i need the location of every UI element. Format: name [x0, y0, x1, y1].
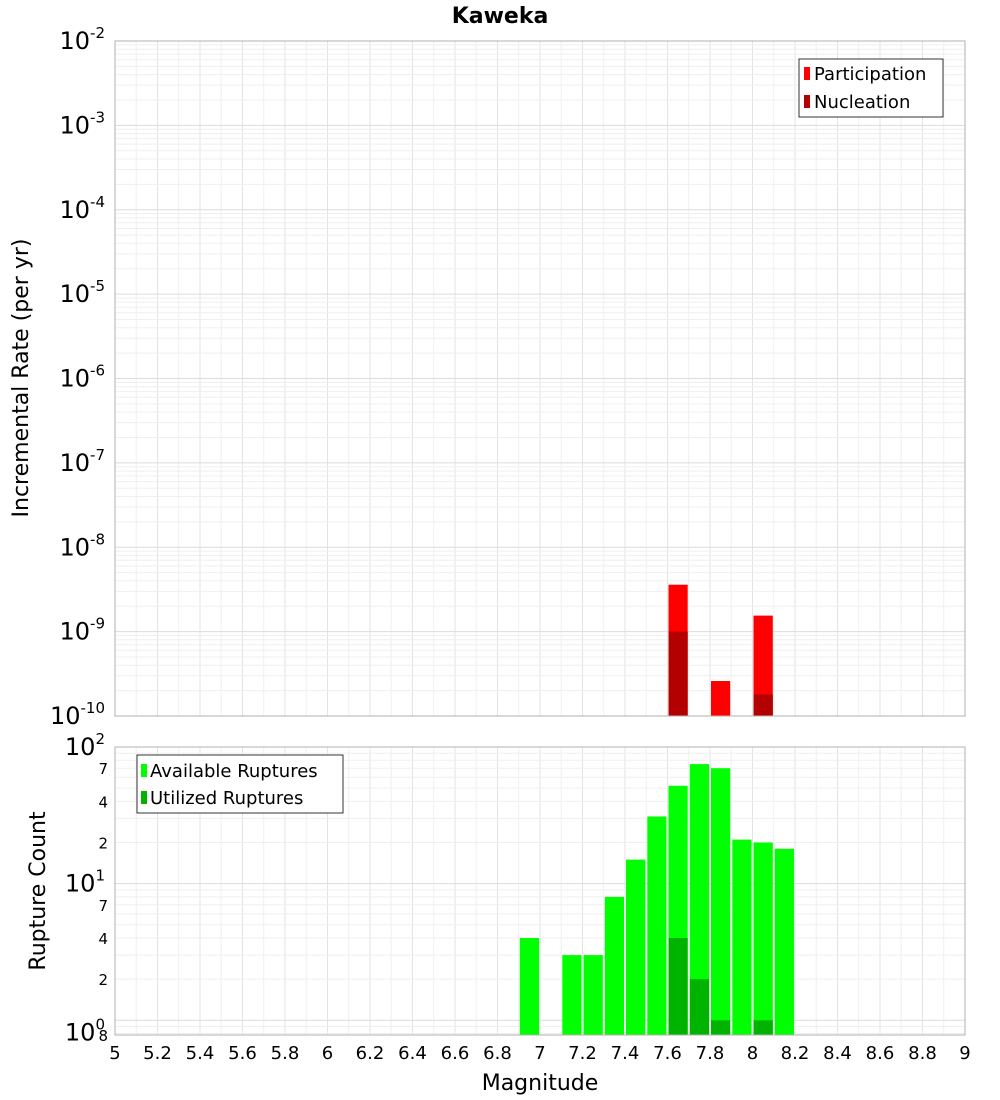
- x-tick-label: 7.8: [696, 1043, 725, 1064]
- x-tick-label: 7: [534, 1043, 545, 1064]
- bottom-y-axis-title: Rupture Count: [26, 811, 51, 971]
- x-tick-label: 8: [747, 1043, 758, 1064]
- available-legend-swatch: [141, 764, 147, 777]
- available-ruptures-bar: [689, 764, 710, 1035]
- bottom-y-minor-tick-label: 7: [98, 897, 108, 915]
- utilized-ruptures-bar: [753, 1020, 773, 1035]
- x-tick-label: 5: [109, 1043, 120, 1064]
- bottom-y-minor-tick-label: 2: [98, 971, 108, 989]
- participation-legend-swatch: [804, 67, 810, 80]
- utilized-ruptures-bar: [711, 1020, 731, 1035]
- x-tick-label: 6.8: [483, 1043, 512, 1064]
- available-ruptures-bar: [774, 848, 794, 1035]
- top-plot-bars: [668, 584, 773, 716]
- x-tick-label: 8.8: [908, 1043, 937, 1064]
- top-legend: Participation Nucleation: [798, 58, 944, 118]
- available-ruptures-bar: [562, 955, 582, 1035]
- x-tick-label: 7.6: [653, 1043, 682, 1064]
- available-legend-label: Available Ruptures: [150, 761, 318, 782]
- bottom-y-minor-tick-label: 2: [98, 835, 108, 853]
- top-y-tick-label: 10-8: [59, 530, 105, 561]
- utilized-legend-swatch: [141, 791, 147, 804]
- top-y-tick-label: 10-10: [50, 699, 105, 730]
- x-tick-label: 6.6: [441, 1043, 470, 1064]
- participation-bar: [711, 681, 731, 716]
- bottom-y-tick-label: 102: [65, 730, 105, 761]
- x-tick-label: 7.4: [611, 1043, 640, 1064]
- bottom-y-minor-tick-label: 4: [98, 930, 108, 948]
- participation-legend-label: Participation: [814, 64, 926, 85]
- available-ruptures-bar: [519, 938, 540, 1035]
- utilized-legend-label: Utilized Ruptures: [150, 788, 303, 809]
- bottom-plot-bars: [519, 764, 794, 1035]
- bottom-y-minor-tick-label: 8: [98, 1027, 108, 1045]
- x-tick-label: 6.4: [398, 1043, 427, 1064]
- top-y-tick-label: 10-4: [59, 193, 105, 224]
- top-y-axis-ticks: 10-2 10-3 10-4 10-5 10-6 10-7 10-8 10-9 10-10: [50, 24, 105, 730]
- x-tick-label: 8.6: [866, 1043, 895, 1064]
- bottom-legend: Available Ruptures Utilized Ruptures: [136, 754, 344, 814]
- top-y-tick-label: 10-9: [59, 615, 105, 646]
- bottom-legend-box: [136, 754, 344, 814]
- participation-bar: [753, 615, 773, 716]
- nucleation-legend-swatch: [804, 95, 810, 108]
- available-ruptures-bar: [711, 768, 731, 1035]
- top-y-tick-label: 10-5: [59, 277, 105, 308]
- x-tick-label: 5.4: [186, 1043, 215, 1064]
- utilized-ruptures-bar: [689, 979, 710, 1035]
- available-ruptures-bar: [583, 955, 603, 1035]
- bottom-plot-frame: [114, 746, 966, 1036]
- top-y-tick-label: 10-2: [59, 24, 105, 55]
- top-y-tick-label: 10-7: [59, 446, 105, 477]
- nucleation-legend-label: Nucleation: [814, 92, 910, 113]
- utilized-ruptures-bar: [668, 938, 688, 1035]
- top-plot-frame: [114, 40, 966, 717]
- bottom-y-axis-ticks: 102 101 100 7 4 2 7 4 2 8: [65, 730, 108, 1046]
- nucleation-bar: [753, 694, 773, 716]
- x-tick-label: 6: [322, 1043, 333, 1064]
- bottom-y-tick-label: 100: [65, 1015, 105, 1046]
- chart-title: Kaweka: [452, 4, 549, 29]
- top-legend-box: [798, 58, 944, 118]
- top-y-tick-label: 10-6: [59, 362, 105, 393]
- x-tick-label: 9: [959, 1043, 970, 1064]
- bottom-plot-grid: [114, 747, 966, 1035]
- available-ruptures-bar: [604, 896, 624, 1035]
- x-tick-label: 8.2: [781, 1043, 810, 1064]
- available-ruptures-bar: [626, 859, 646, 1035]
- bottom-y-minor-tick-label: 7: [98, 760, 108, 778]
- x-axis-title: Magnitude: [482, 1071, 599, 1096]
- x-tick-label: 7.2: [568, 1043, 597, 1064]
- top-plot-grid: [114, 41, 966, 717]
- x-tick-label: 5.8: [271, 1043, 300, 1064]
- available-ruptures-bar: [732, 839, 752, 1035]
- available-ruptures-bar: [753, 842, 773, 1035]
- top-y-tick-label: 10-3: [59, 108, 105, 139]
- x-axis-ticks: 5 5.2 5.4 5.6 5.8 6 6.2 6.4 6.6 6.8 7 7.2 7.4 7.6 7.8 8…: [109, 1043, 970, 1064]
- x-tick-label: 5.2: [143, 1043, 172, 1064]
- bottom-y-minor-tick-label: 4: [98, 793, 108, 811]
- x-tick-label: 8.4: [823, 1043, 852, 1064]
- top-y-axis-title: Incremental Rate (per yr): [9, 239, 34, 518]
- available-ruptures-bar: [647, 816, 667, 1035]
- nucleation-bar: [668, 631, 688, 716]
- x-tick-label: 5.6: [228, 1043, 257, 1064]
- bottom-y-tick-label: 101: [65, 867, 105, 898]
- x-tick-label: 6.2: [356, 1043, 385, 1064]
